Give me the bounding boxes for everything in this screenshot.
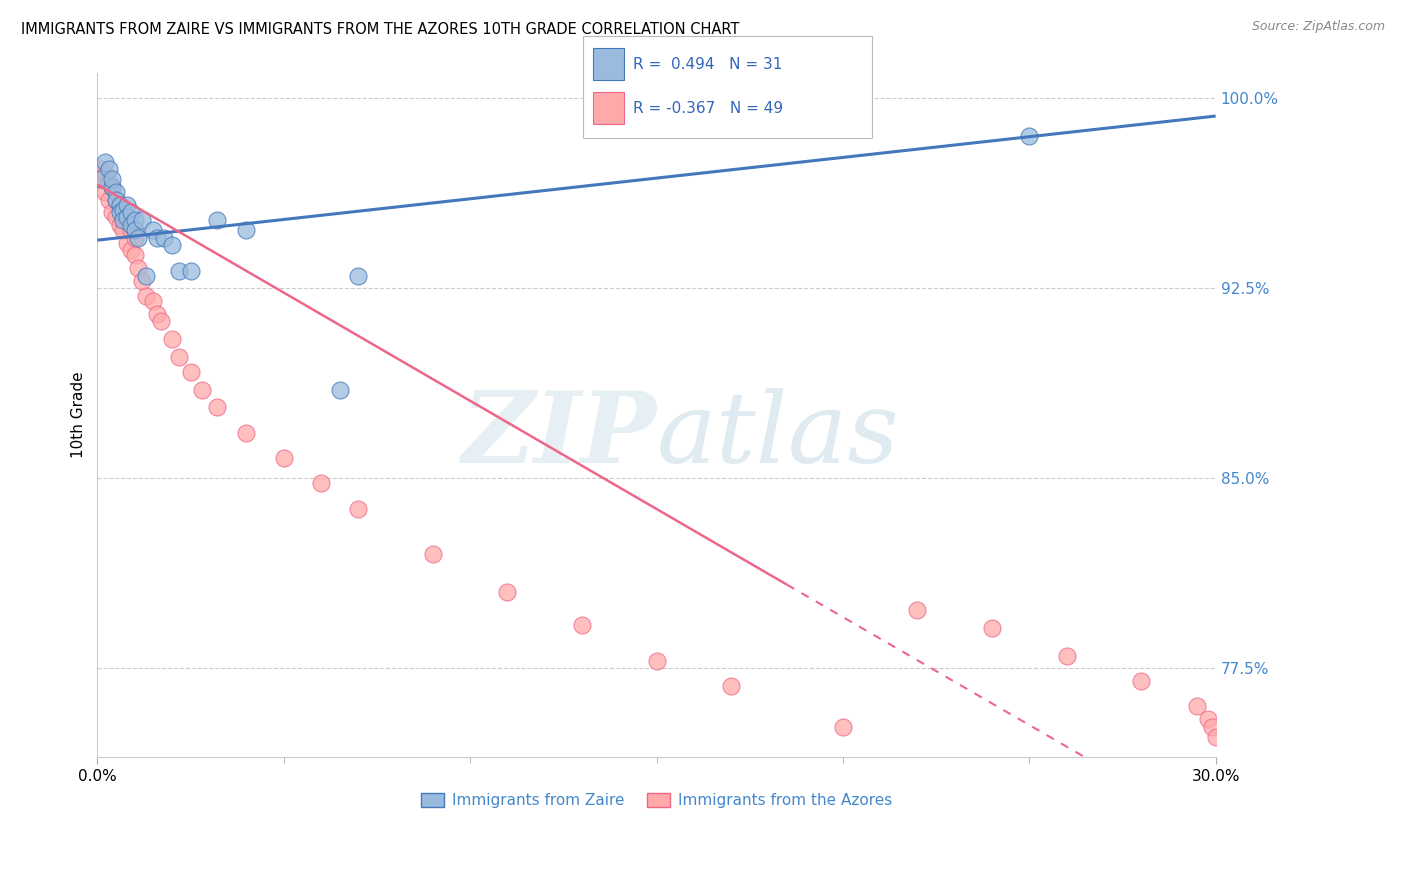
Point — [131, 213, 153, 227]
Point — [347, 268, 370, 283]
Point — [169, 350, 191, 364]
Point — [127, 230, 149, 244]
Point — [101, 180, 124, 194]
Point — [347, 501, 370, 516]
Point — [131, 274, 153, 288]
Point — [1201, 720, 1223, 734]
Text: IMMIGRANTS FROM ZAIRE VS IMMIGRANTS FROM THE AZORES 10TH GRADE CORRELATION CHART: IMMIGRANTS FROM ZAIRE VS IMMIGRANTS FROM… — [21, 22, 740, 37]
Point — [235, 425, 257, 440]
Point — [205, 213, 228, 227]
Point — [104, 211, 127, 225]
Point — [831, 720, 853, 734]
Point — [112, 202, 135, 217]
Point — [180, 365, 202, 379]
Point — [90, 172, 112, 186]
Point — [981, 621, 1004, 635]
Point — [142, 223, 165, 237]
Point — [160, 238, 183, 252]
Legend: Immigrants from Zaire, Immigrants from the Azores: Immigrants from Zaire, Immigrants from t… — [415, 787, 898, 814]
Point — [115, 235, 138, 250]
Point — [309, 476, 332, 491]
Point — [97, 175, 120, 189]
Point — [1185, 699, 1208, 714]
Point — [160, 332, 183, 346]
Text: Source: ZipAtlas.com: Source: ZipAtlas.com — [1251, 20, 1385, 33]
Point — [101, 180, 124, 194]
Point — [329, 383, 352, 397]
Point — [108, 197, 131, 211]
Point — [90, 172, 112, 186]
Point — [142, 293, 165, 308]
Point — [115, 197, 138, 211]
Text: R =  0.494   N = 31: R = 0.494 N = 31 — [633, 56, 782, 71]
Point — [1056, 648, 1078, 663]
Point — [149, 314, 172, 328]
Point — [146, 230, 169, 244]
Point — [112, 223, 135, 237]
Point — [97, 162, 120, 177]
Point — [1018, 129, 1040, 144]
Point — [108, 218, 131, 232]
Point — [108, 205, 131, 219]
Point — [94, 154, 117, 169]
Point — [104, 185, 127, 199]
Point — [1205, 730, 1227, 744]
Point — [127, 260, 149, 275]
Point — [112, 213, 135, 227]
Point — [135, 289, 157, 303]
Point — [1130, 673, 1153, 688]
Point — [115, 211, 138, 225]
Point — [169, 263, 191, 277]
Point — [205, 401, 228, 415]
Y-axis label: 10th Grade: 10th Grade — [72, 372, 86, 458]
Point — [180, 263, 202, 277]
Point — [571, 618, 593, 632]
Point — [112, 205, 135, 219]
Point — [94, 167, 117, 181]
Point — [496, 585, 519, 599]
Point — [124, 248, 146, 262]
Point — [645, 654, 668, 668]
Point — [235, 223, 257, 237]
Text: atlas: atlas — [657, 388, 900, 483]
Point — [97, 193, 120, 207]
Point — [101, 205, 124, 219]
Point — [120, 223, 142, 237]
Point — [90, 162, 112, 177]
Text: ZIP: ZIP — [461, 387, 657, 483]
Point — [135, 268, 157, 283]
Point — [120, 218, 142, 232]
Point — [907, 603, 929, 617]
Point — [422, 547, 444, 561]
Point — [115, 213, 138, 227]
Point — [153, 230, 176, 244]
Point — [94, 185, 117, 199]
Point — [124, 230, 146, 244]
Point — [124, 223, 146, 237]
Point — [108, 197, 131, 211]
Point — [120, 205, 142, 219]
Point — [104, 193, 127, 207]
Point — [101, 172, 124, 186]
Point — [104, 193, 127, 207]
Point — [720, 679, 742, 693]
Point — [124, 213, 146, 227]
Point — [1197, 712, 1219, 726]
Point — [120, 244, 142, 258]
Point — [190, 383, 212, 397]
Point — [146, 307, 169, 321]
Point — [273, 450, 295, 465]
Text: R = -0.367   N = 49: R = -0.367 N = 49 — [633, 101, 783, 116]
